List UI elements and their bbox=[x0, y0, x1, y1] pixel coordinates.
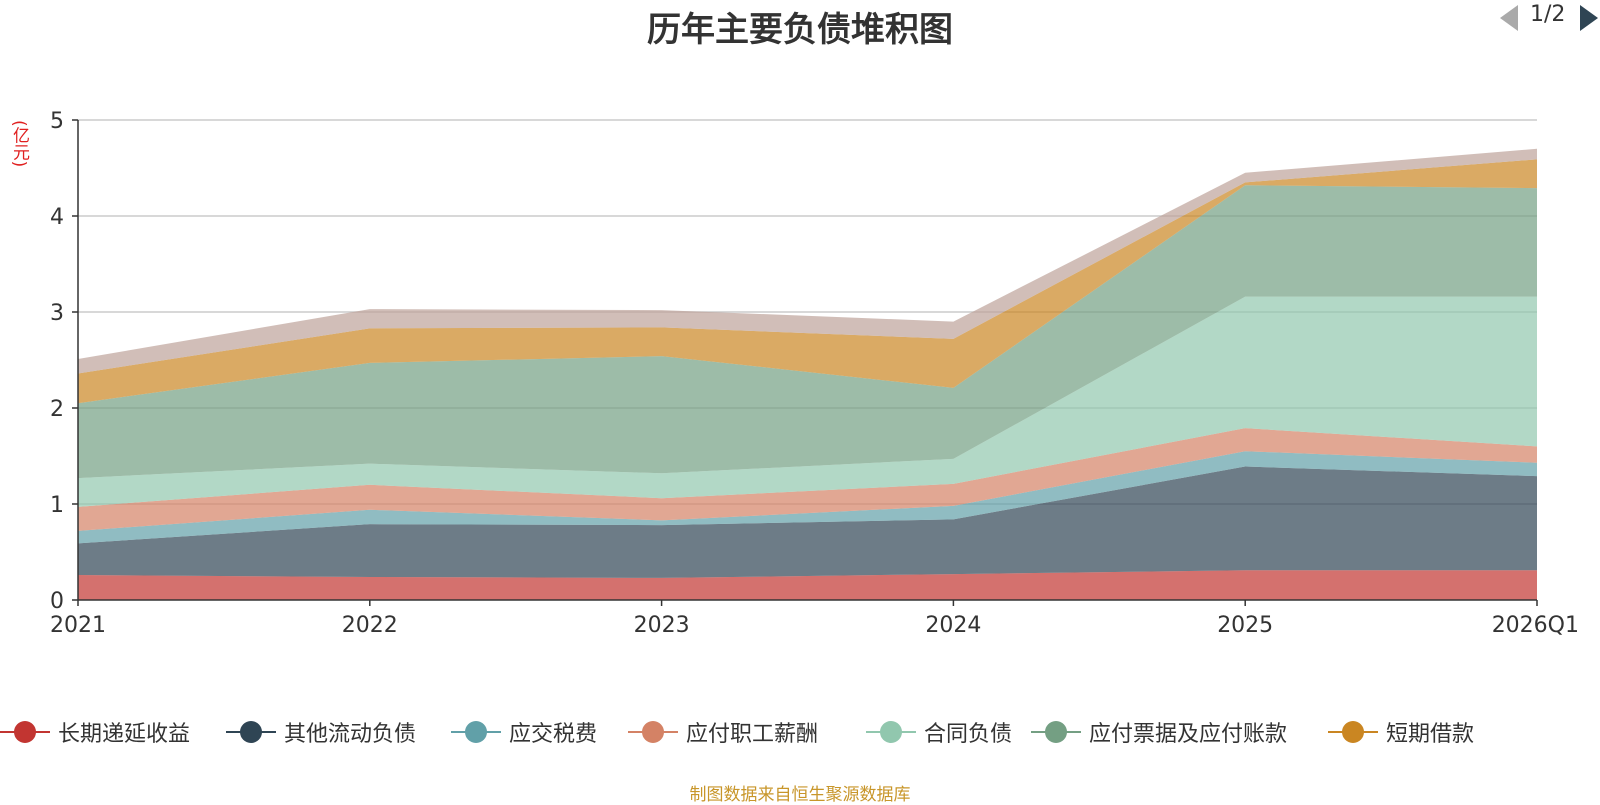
area-series-其他 bbox=[78, 148, 1537, 374]
legend-label: 合同负债 bbox=[924, 722, 1013, 747]
legend-marker-icon bbox=[226, 714, 276, 750]
legend-marker-icon bbox=[1031, 714, 1081, 750]
x-tick-label: 2026Q1 bbox=[1492, 613, 1579, 638]
legend-label: 长期递延收益 bbox=[58, 722, 191, 747]
area-series-应付票据及应付账款 bbox=[78, 185, 1537, 479]
legend-item[interactable]: 其他流动负债 bbox=[226, 714, 416, 750]
stacked-area-chart: 0 1 2 3 4 5 2021 2022 2023 2024 2025 2026Q1 bbox=[50, 109, 1579, 638]
legend-item[interactable]: 长期递延收益 bbox=[0, 714, 190, 750]
x-tick-label: 2024 bbox=[925, 613, 981, 638]
y-tick-label: 4 bbox=[50, 205, 64, 230]
legend-label: 其他流动负债 bbox=[284, 722, 417, 747]
legend-marker-icon bbox=[0, 714, 50, 750]
legend-prev-page-arrow[interactable] bbox=[1500, 5, 1518, 31]
y-axis-unit-label: (亿元) bbox=[9, 120, 29, 168]
legend-item[interactable]: 合同负债 bbox=[866, 714, 1012, 750]
area-series-短期借款 bbox=[78, 159, 1537, 404]
legend-marker-icon bbox=[1328, 714, 1378, 750]
legend-label: 应付票据及应付账款 bbox=[1089, 722, 1288, 747]
y-tick-label: 1 bbox=[50, 493, 64, 518]
legend-item[interactable]: 应付职工薪酬 bbox=[628, 714, 818, 750]
area-series-合同负债 bbox=[78, 296, 1537, 507]
y-tick-label: 5 bbox=[50, 109, 64, 134]
legend: 长期递延收益 其他流动负债 应交税费 应付职工薪酬 合同负债 应付票据及应付账款 短期借款 bbox=[0, 714, 1600, 750]
legend-page-indicator: 1/2 bbox=[1530, 2, 1566, 27]
legend-item[interactable]: 应付票据及应付账款 bbox=[1031, 714, 1287, 750]
legend-label: 应付职工薪酬 bbox=[686, 722, 819, 747]
legend-label: 应交税费 bbox=[509, 722, 598, 747]
area-series bbox=[78, 148, 1537, 600]
legend-next-page-arrow[interactable] bbox=[1580, 5, 1598, 31]
chart-title: 历年主要负债堆积图 bbox=[647, 10, 953, 50]
x-tick-label: 2023 bbox=[634, 613, 690, 638]
y-tick-label: 0 bbox=[50, 589, 64, 614]
x-tick-label: 2025 bbox=[1217, 613, 1273, 638]
legend-marker-icon bbox=[628, 714, 678, 750]
x-tick-label: 2022 bbox=[342, 613, 398, 638]
area-series-应交税费 bbox=[78, 451, 1537, 544]
legend-marker-icon bbox=[451, 714, 501, 750]
area-series-应付职工薪酬 bbox=[78, 428, 1537, 531]
legend-label: 短期借款 bbox=[1386, 722, 1475, 747]
x-tick-label: 2021 bbox=[50, 613, 106, 638]
legend-item[interactable]: 应交税费 bbox=[451, 714, 597, 750]
y-tick-label: 2 bbox=[50, 397, 64, 422]
y-tick-label: 3 bbox=[50, 301, 64, 326]
legend-item[interactable]: 短期借款 bbox=[1328, 714, 1474, 750]
legend-marker-icon bbox=[866, 714, 916, 750]
area-series-长期递延收益 bbox=[78, 570, 1537, 600]
axes: 0 1 2 3 4 5 2021 2022 2023 2024 2025 2026Q1 bbox=[50, 109, 1579, 638]
source-note: 制图数据来自恒生聚源数据库 bbox=[689, 785, 911, 805]
